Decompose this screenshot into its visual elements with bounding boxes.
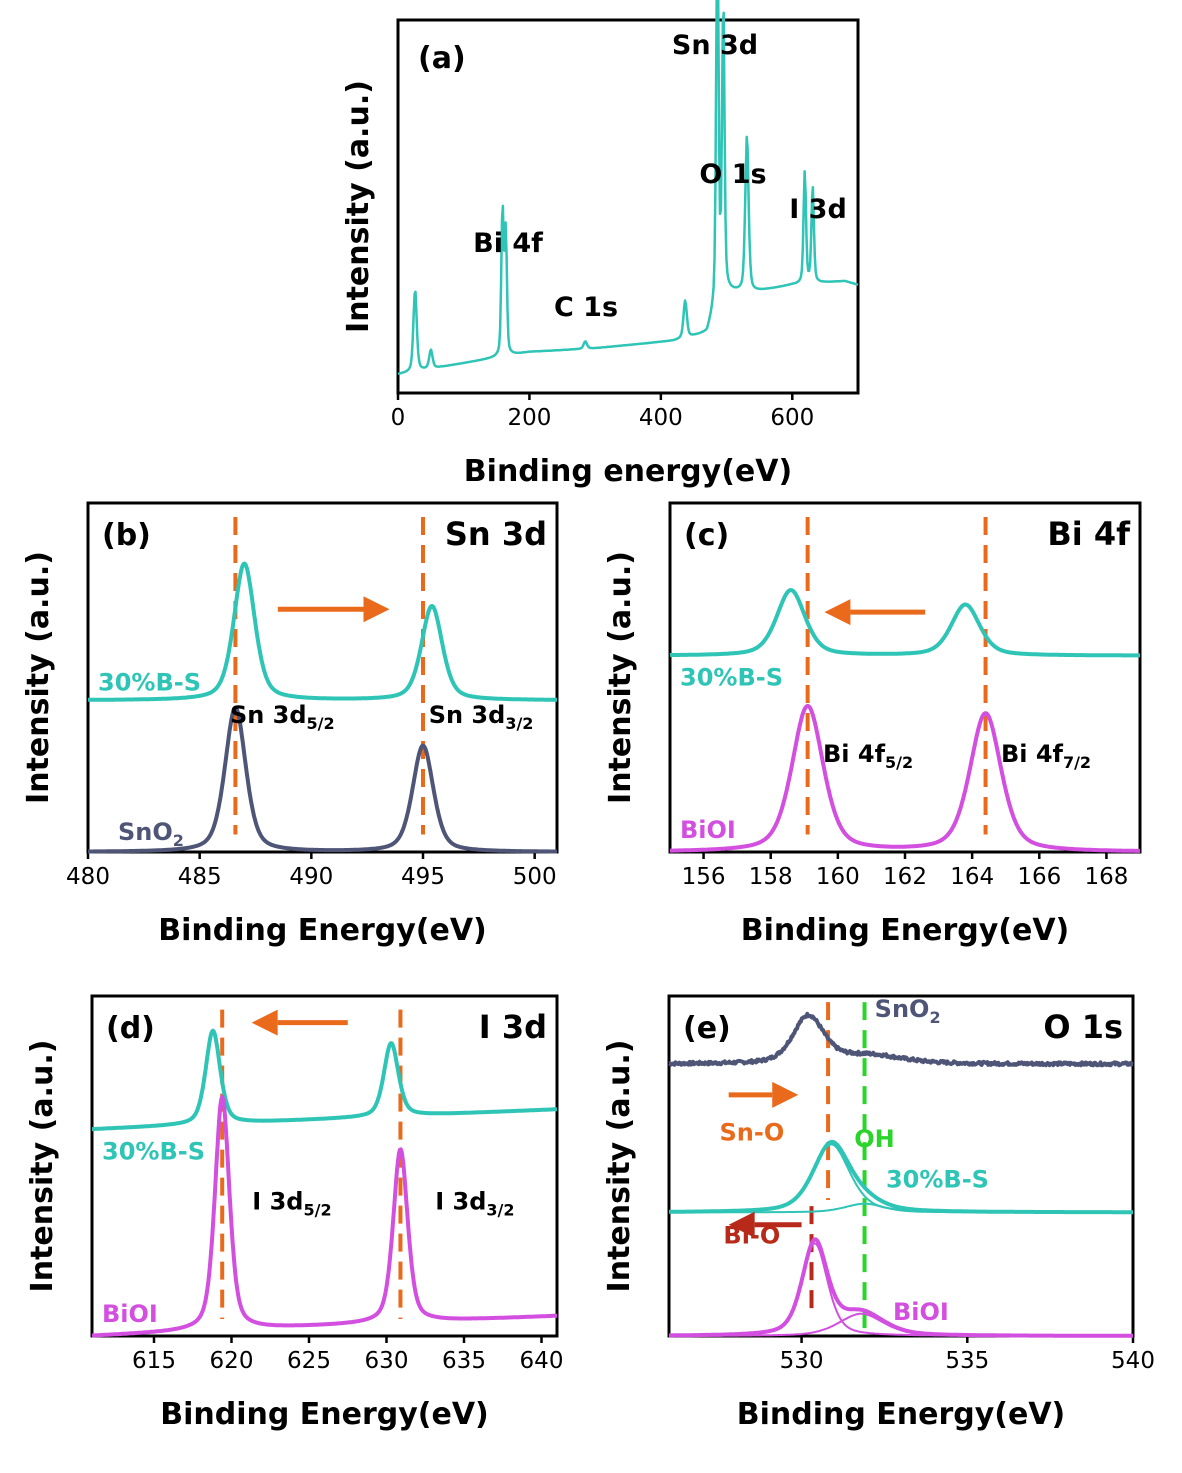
x-tick-label: 400 (639, 405, 683, 431)
x-tick-label: 160 (816, 864, 860, 890)
peak-annotation: Sn 3d3/2 (429, 701, 534, 733)
panel-label: (e) (683, 1011, 731, 1046)
peak-annotation: 30%B-S (886, 1166, 989, 1194)
x-tick-label: 480 (66, 864, 110, 890)
shift-arrow-head (728, 1211, 755, 1238)
peak-label: O 1s (699, 159, 766, 190)
panel-a: 0 200 400 600 Binding energy(eV) Intensity (a… (341, 0, 860, 489)
series-label: 30%B-S (102, 1137, 205, 1165)
x-axis-label: Binding Energy(eV) (158, 913, 487, 948)
series-line-sno2 (667, 1011, 1135, 1068)
x-tick-label: 495 (401, 864, 445, 890)
y-axis-label: Intensity (a.u.) (341, 80, 376, 333)
shift-arrow-head (772, 1081, 799, 1108)
panel-d: 615 620 625 630 635 640 Binding Energy(eV) Inte… (25, 994, 564, 1432)
x-tick-label: 630 (365, 1348, 409, 1374)
x-tick-label: 500 (513, 864, 557, 890)
panel-title: I 3d (479, 1008, 547, 1046)
series-line-bioi (90, 1094, 559, 1338)
peak-label: I 3d (789, 194, 847, 225)
series-label: BiOI (102, 1300, 158, 1328)
series-line-30-b-s-survey (397, 0, 859, 376)
x-tick-label: 156 (682, 864, 726, 890)
shift-arrow-head (251, 1009, 278, 1036)
panel-e: 530 535 540 Binding Energy(eV) Intensity (a.… (602, 994, 1155, 1432)
series-line-30-b-s (90, 1028, 559, 1132)
x-tick-label: 164 (950, 864, 994, 890)
panel-title: Sn 3d (445, 515, 547, 553)
x-tick-label: 535 (945, 1348, 989, 1374)
series-label: BiOI (680, 816, 736, 844)
fit-component-line (669, 1202, 1133, 1214)
peak-annotation: I 3d3/2 (435, 1187, 514, 1219)
peak-annotation: BiOI (893, 1298, 949, 1326)
x-tick-label: 162 (883, 864, 927, 890)
x-tick-label: 530 (780, 1348, 824, 1374)
x-tick-label: 490 (289, 864, 333, 890)
x-tick-label: 625 (287, 1348, 331, 1374)
x-tick-label: 600 (770, 405, 814, 431)
peak-annotation: Sn 3d5/2 (230, 701, 335, 733)
x-tick-label: 620 (210, 1348, 254, 1374)
peak-label: Sn 3d (672, 30, 758, 61)
peak-annotation: OH (854, 1125, 895, 1153)
peak-annotation: I 3d5/2 (252, 1187, 331, 1219)
x-axis-label: Binding Energy(eV) (160, 1397, 489, 1432)
peak-annotation: Bi 4f7/2 (1001, 740, 1091, 772)
y-axis-label: Intensity (a.u.) (25, 1040, 60, 1293)
series-line-30-b-s (86, 561, 559, 702)
peak-annotation: SnO2 (875, 995, 941, 1027)
series-label: 30%B-S (680, 664, 783, 692)
peak-label: C 1s (554, 292, 618, 323)
peak-label: Bi 4f (473, 228, 543, 259)
panel-label: (d) (106, 1011, 155, 1046)
y-axis-label: Intensity (a.u.) (21, 551, 56, 804)
fit-component-line (669, 1312, 1133, 1337)
series-line-30-b-s (668, 588, 1142, 658)
x-axis-label: Binding energy(eV) (464, 454, 792, 489)
panel-label: (c) (684, 518, 729, 553)
series-line-bioi (668, 704, 1142, 853)
peak-annotation: Sn-O (719, 1119, 784, 1147)
x-tick-label: 540 (1111, 1348, 1155, 1374)
plot-frame (396, 18, 860, 395)
peak-annotation: Bi 4f5/2 (823, 740, 913, 772)
x-axis-label: Binding Energy(eV) (737, 1397, 1066, 1432)
x-tick-label: 635 (442, 1348, 486, 1374)
y-axis-label: Intensity (a.u.) (602, 1040, 637, 1293)
shift-arrow-head (363, 596, 390, 623)
panel-b: 480 485 490 495 500 Binding Energy(eV) Intensi… (21, 501, 559, 948)
x-tick-label: 158 (749, 864, 793, 890)
plot-frame (90, 994, 559, 1338)
panel-title: Bi 4f (1047, 515, 1131, 553)
series-line-sno2 (86, 705, 559, 854)
panel-label: (b) (102, 518, 151, 553)
x-axis-label: Binding Energy(eV) (741, 913, 1070, 948)
x-tick-label: 615 (132, 1348, 176, 1374)
shift-arrow-head (824, 599, 851, 626)
x-tick-label: 485 (178, 864, 222, 890)
panel-c: 156 158 160 162 164 166 168 Binding Energy(eV) I… (603, 501, 1142, 948)
x-tick-label: 168 (1084, 864, 1128, 890)
panel-label: (a) (418, 41, 466, 76)
x-tick-label: 166 (1017, 864, 1061, 890)
x-tick-label: 200 (507, 405, 551, 431)
x-tick-label: 0 (391, 405, 406, 431)
x-tick-label: 640 (520, 1348, 564, 1374)
series-label: 30%B-S (98, 668, 201, 696)
panel-title: O 1s (1043, 1008, 1123, 1046)
plot-frame (667, 994, 1135, 1338)
y-axis-label: Intensity (a.u.) (603, 551, 638, 804)
series-label: SnO2 (118, 818, 184, 850)
